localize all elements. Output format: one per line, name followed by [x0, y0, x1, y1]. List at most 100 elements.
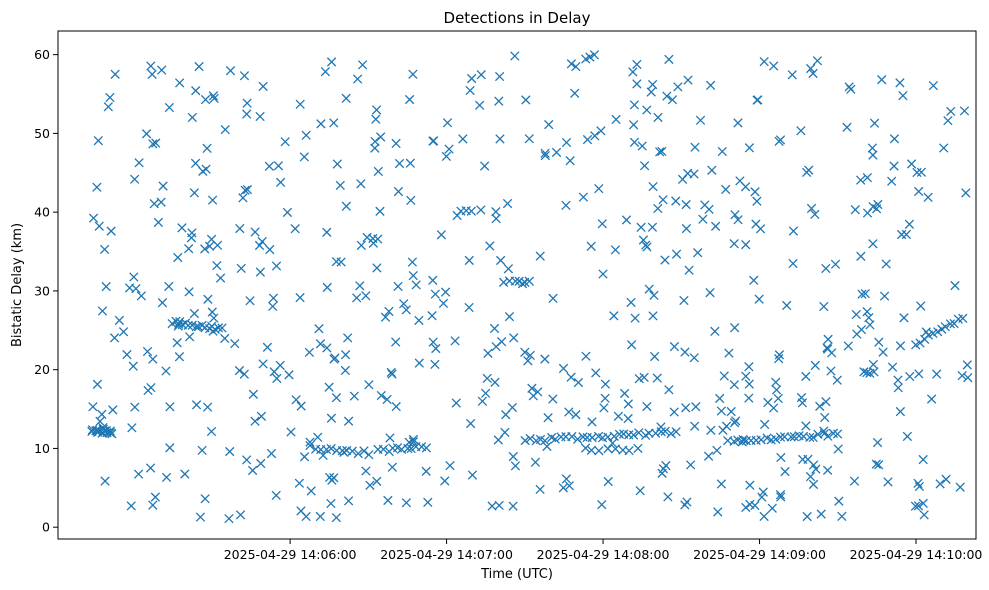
detection-point	[573, 377, 584, 388]
detection-point	[874, 337, 884, 347]
detection-point	[156, 197, 166, 207]
track-detection-point	[859, 367, 869, 377]
detection-point	[879, 291, 890, 301]
detection-point	[872, 437, 883, 448]
detection-point	[599, 403, 609, 413]
detection-point	[436, 230, 447, 240]
chart-title: Detections in Delay	[444, 9, 591, 27]
markers-layer	[87, 50, 973, 524]
detection-point	[438, 298, 449, 309]
detection-point	[343, 333, 353, 343]
detection-point	[749, 275, 759, 286]
detection-point	[962, 360, 972, 370]
detection-point	[693, 248, 703, 258]
detection-point	[773, 393, 783, 404]
detection-point	[254, 240, 265, 251]
detection-point	[322, 282, 332, 293]
detection-point	[315, 511, 325, 522]
detection-point	[275, 360, 285, 371]
y-tick-label: 40	[34, 205, 50, 220]
detection-point	[129, 174, 140, 184]
detection-point	[914, 186, 924, 197]
detection-point	[623, 413, 633, 424]
detection-point	[295, 99, 305, 109]
detection-point	[752, 95, 762, 105]
detection-point	[322, 343, 332, 353]
detection-point	[383, 495, 393, 506]
detection-point	[533, 387, 543, 397]
detection-point	[741, 371, 751, 381]
detection-point	[200, 244, 210, 254]
detection-point	[808, 460, 819, 470]
detection-point	[109, 333, 120, 343]
detection-point	[408, 434, 419, 445]
detection-point	[238, 193, 248, 203]
track-detection-point	[213, 323, 224, 333]
detection-point	[245, 296, 255, 306]
detection-point	[265, 244, 275, 255]
detection-point	[239, 71, 250, 81]
detection-point	[827, 348, 837, 358]
detection-point	[597, 499, 607, 510]
detection-point	[780, 466, 790, 477]
detection-point	[204, 241, 215, 251]
detection-point	[482, 373, 492, 384]
detection-point	[657, 468, 667, 478]
detection-point	[619, 388, 630, 399]
detection-point	[320, 67, 331, 77]
detection-point	[661, 460, 671, 471]
detection-point	[570, 88, 580, 98]
detection-point	[275, 177, 286, 187]
detection-point	[637, 141, 647, 151]
detection-point	[823, 334, 833, 344]
detection-point	[833, 444, 843, 454]
detection-point	[808, 479, 819, 490]
detection-point	[918, 498, 928, 508]
detection-point	[776, 492, 786, 502]
track-detection-point	[171, 316, 181, 326]
detection-point	[207, 195, 218, 205]
x-tick-label: 2025-04-29 14:06:00	[224, 547, 357, 562]
detection-point	[440, 476, 450, 486]
detection-point	[306, 486, 316, 496]
detection-point	[679, 295, 689, 306]
detection-point	[391, 138, 401, 149]
detection-point	[680, 500, 690, 510]
detection-point	[208, 91, 219, 101]
detection-point	[856, 251, 866, 261]
detection-point	[394, 158, 405, 169]
detection-point	[240, 185, 250, 195]
detection-point	[387, 462, 397, 472]
detection-point	[898, 90, 908, 101]
detection-point	[451, 398, 461, 408]
detection-point	[644, 284, 654, 294]
detection-point	[164, 281, 174, 292]
detection-point	[375, 132, 386, 142]
detection-point	[408, 270, 418, 281]
detection-point	[629, 100, 640, 110]
detection-point	[427, 311, 437, 321]
detection-point	[802, 511, 812, 522]
detection-point	[667, 95, 678, 105]
detection-point	[902, 431, 913, 442]
detection-point	[372, 476, 382, 486]
detection-point	[212, 240, 223, 250]
detection-point	[759, 56, 769, 67]
detection-point	[653, 203, 663, 214]
detection-point	[255, 111, 265, 122]
detection-point	[493, 435, 503, 445]
detection-point	[479, 161, 490, 171]
detection-point	[361, 291, 371, 301]
detection-point	[200, 494, 210, 504]
detection-point	[623, 399, 634, 409]
detection-point	[851, 309, 861, 320]
detection-point	[912, 167, 922, 178]
detection-point	[561, 137, 572, 148]
detection-point	[349, 391, 359, 401]
detection-point	[669, 341, 680, 352]
detection-point	[191, 86, 201, 96]
detection-point	[926, 394, 937, 404]
detection-point	[476, 205, 486, 215]
detection-point	[145, 463, 156, 473]
detection-point	[414, 358, 424, 368]
